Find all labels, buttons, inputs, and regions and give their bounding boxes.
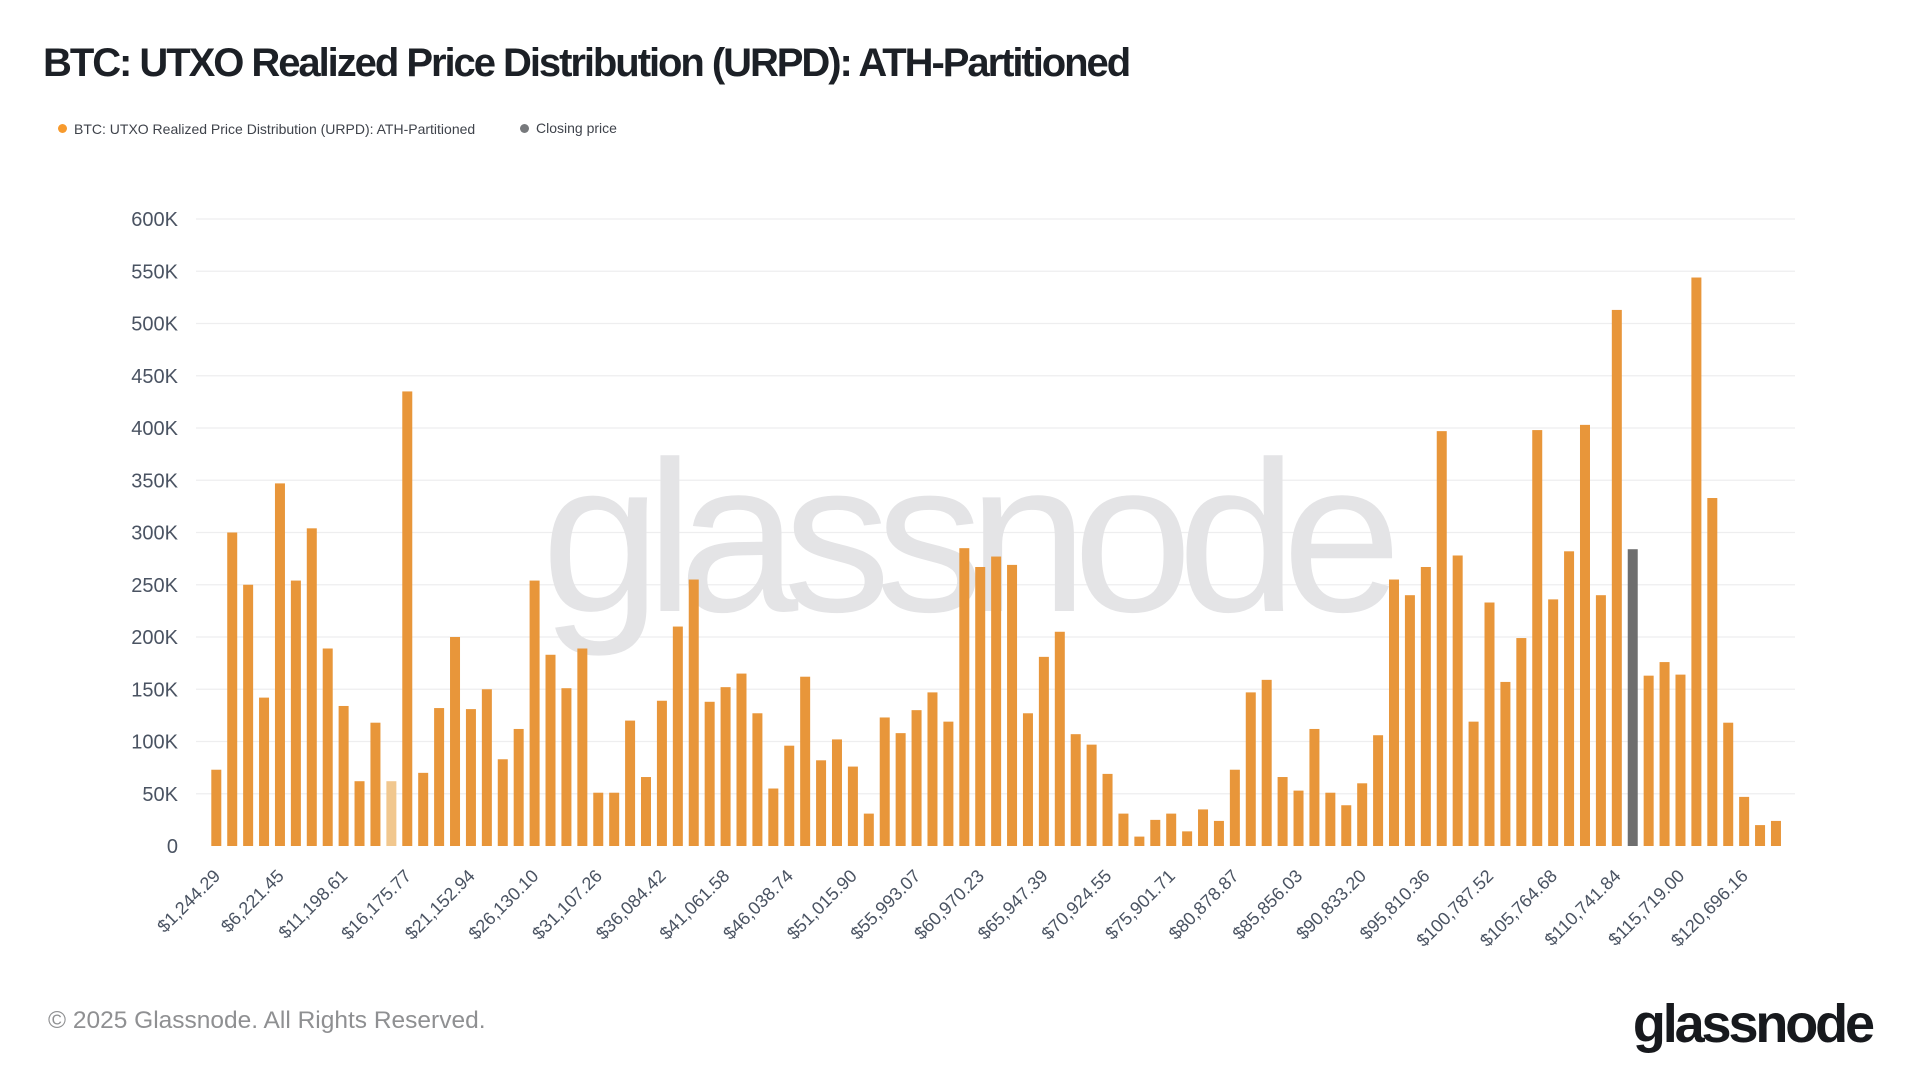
svg-text:glassnode: glassnode: [541, 416, 1393, 657]
svg-text:250K: 250K: [131, 575, 178, 597]
svg-text:50K: 50K: [142, 784, 178, 806]
svg-text:350K: 350K: [131, 470, 178, 492]
svg-text:200K: 200K: [131, 627, 178, 649]
svg-text:500K: 500K: [131, 314, 178, 336]
svg-text:0: 0: [167, 836, 178, 858]
svg-text:400K: 400K: [131, 418, 178, 440]
svg-text:600K: 600K: [131, 209, 178, 231]
svg-text:150K: 150K: [131, 679, 178, 701]
svg-text:450K: 450K: [131, 366, 178, 388]
svg-text:300K: 300K: [131, 523, 178, 545]
svg-text:$1,244.29: $1,244.29: [153, 866, 224, 937]
svg-text:550K: 550K: [131, 261, 178, 283]
svg-text:100K: 100K: [131, 732, 178, 754]
